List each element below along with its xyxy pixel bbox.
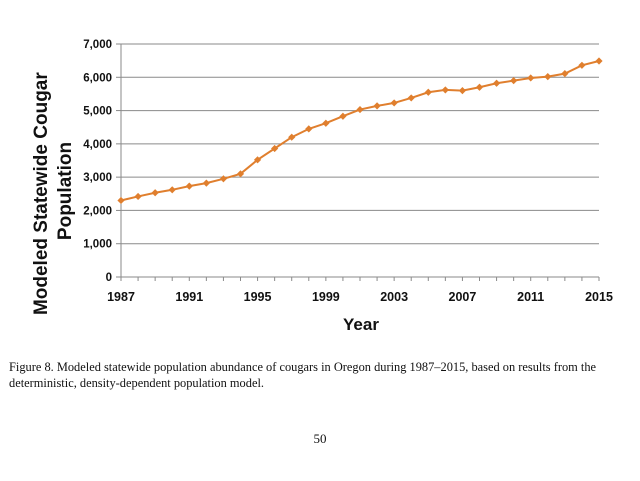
data-point-2014 (578, 61, 586, 69)
xtick-label: 2015 (585, 290, 613, 304)
xtick-label: 2003 (380, 290, 408, 304)
ytick-label: 2,000 (83, 205, 112, 217)
series (117, 57, 603, 205)
data-point-2006 (441, 86, 449, 94)
data-point-1988 (134, 192, 142, 201)
axes (116, 43, 600, 281)
figure-caption: Figure 8. Modeled statewide population a… (9, 360, 597, 390)
data-point-2012 (544, 73, 552, 81)
data-point-2007 (458, 87, 467, 95)
xtick-label: 1991 (175, 290, 203, 304)
xtick-label: 1987 (107, 290, 135, 304)
data-point-1994 (236, 170, 245, 178)
data-point-1989 (151, 189, 159, 197)
xtick-label: 1995 (244, 290, 272, 304)
ytick-label: 4,000 (83, 139, 112, 151)
series-line (120, 60, 600, 202)
ytick-label: 3,000 (83, 172, 112, 184)
data-point-2015 (595, 57, 603, 65)
data-point-2010 (510, 77, 518, 85)
data-point-1999 (322, 119, 330, 127)
xtick-label: 2011 (517, 290, 544, 304)
data-point-2011 (527, 74, 535, 82)
data-point-1998 (305, 125, 313, 133)
data-point-2004 (407, 94, 415, 102)
data-point-1993 (219, 175, 228, 183)
data-point-2009 (492, 79, 501, 87)
ytick-label: 6,000 (83, 72, 112, 84)
ytick-label: 5,000 (83, 106, 112, 118)
line-chart: 0 1,000 2,000 3,000 4,000 5,000 6,000 7,000 198… (31, 39, 613, 334)
gridlines (121, 43, 599, 245)
data-point-2001 (356, 105, 364, 114)
data-point-1997 (288, 133, 296, 141)
ytick-label: 7,000 (83, 39, 112, 51)
data-point-2005 (424, 88, 432, 96)
data-point-1987 (117, 196, 125, 205)
xtick-label: 1999 (312, 290, 340, 304)
chart: 0 1,000 2,000 3,000 4,000 5,000 6,000 7,000 198… (0, 24, 640, 344)
data-point-1995 (253, 156, 262, 164)
xtick-label: 2007 (449, 290, 477, 304)
data-point-2003 (390, 99, 398, 107)
data-point-2002 (373, 102, 381, 110)
x-axis-label: Year (343, 315, 379, 334)
ytick-label: 1,000 (83, 239, 112, 251)
data-point-2013 (561, 70, 569, 78)
data-point-1991 (185, 182, 193, 190)
data-point-2000 (339, 112, 347, 120)
previous-page-text-fragment (0, 0, 640, 6)
ytick-label: 0 (106, 272, 112, 284)
data-point-1992 (202, 179, 210, 187)
page-number: 50 (313, 431, 327, 446)
data-point-1996 (271, 144, 279, 153)
data-point-2008 (475, 83, 484, 91)
y-tick-labels: 0 1,000 2,000 3,000 4,000 5,000 6,000 7,000 (83, 39, 112, 284)
x-tick-labels: 1987 1991 1995 1999 2003 2007 2011 2015 (107, 290, 613, 304)
y-axis-label: Modeled Statewide Cougar Population (31, 67, 76, 315)
data-point-1990 (168, 186, 176, 194)
